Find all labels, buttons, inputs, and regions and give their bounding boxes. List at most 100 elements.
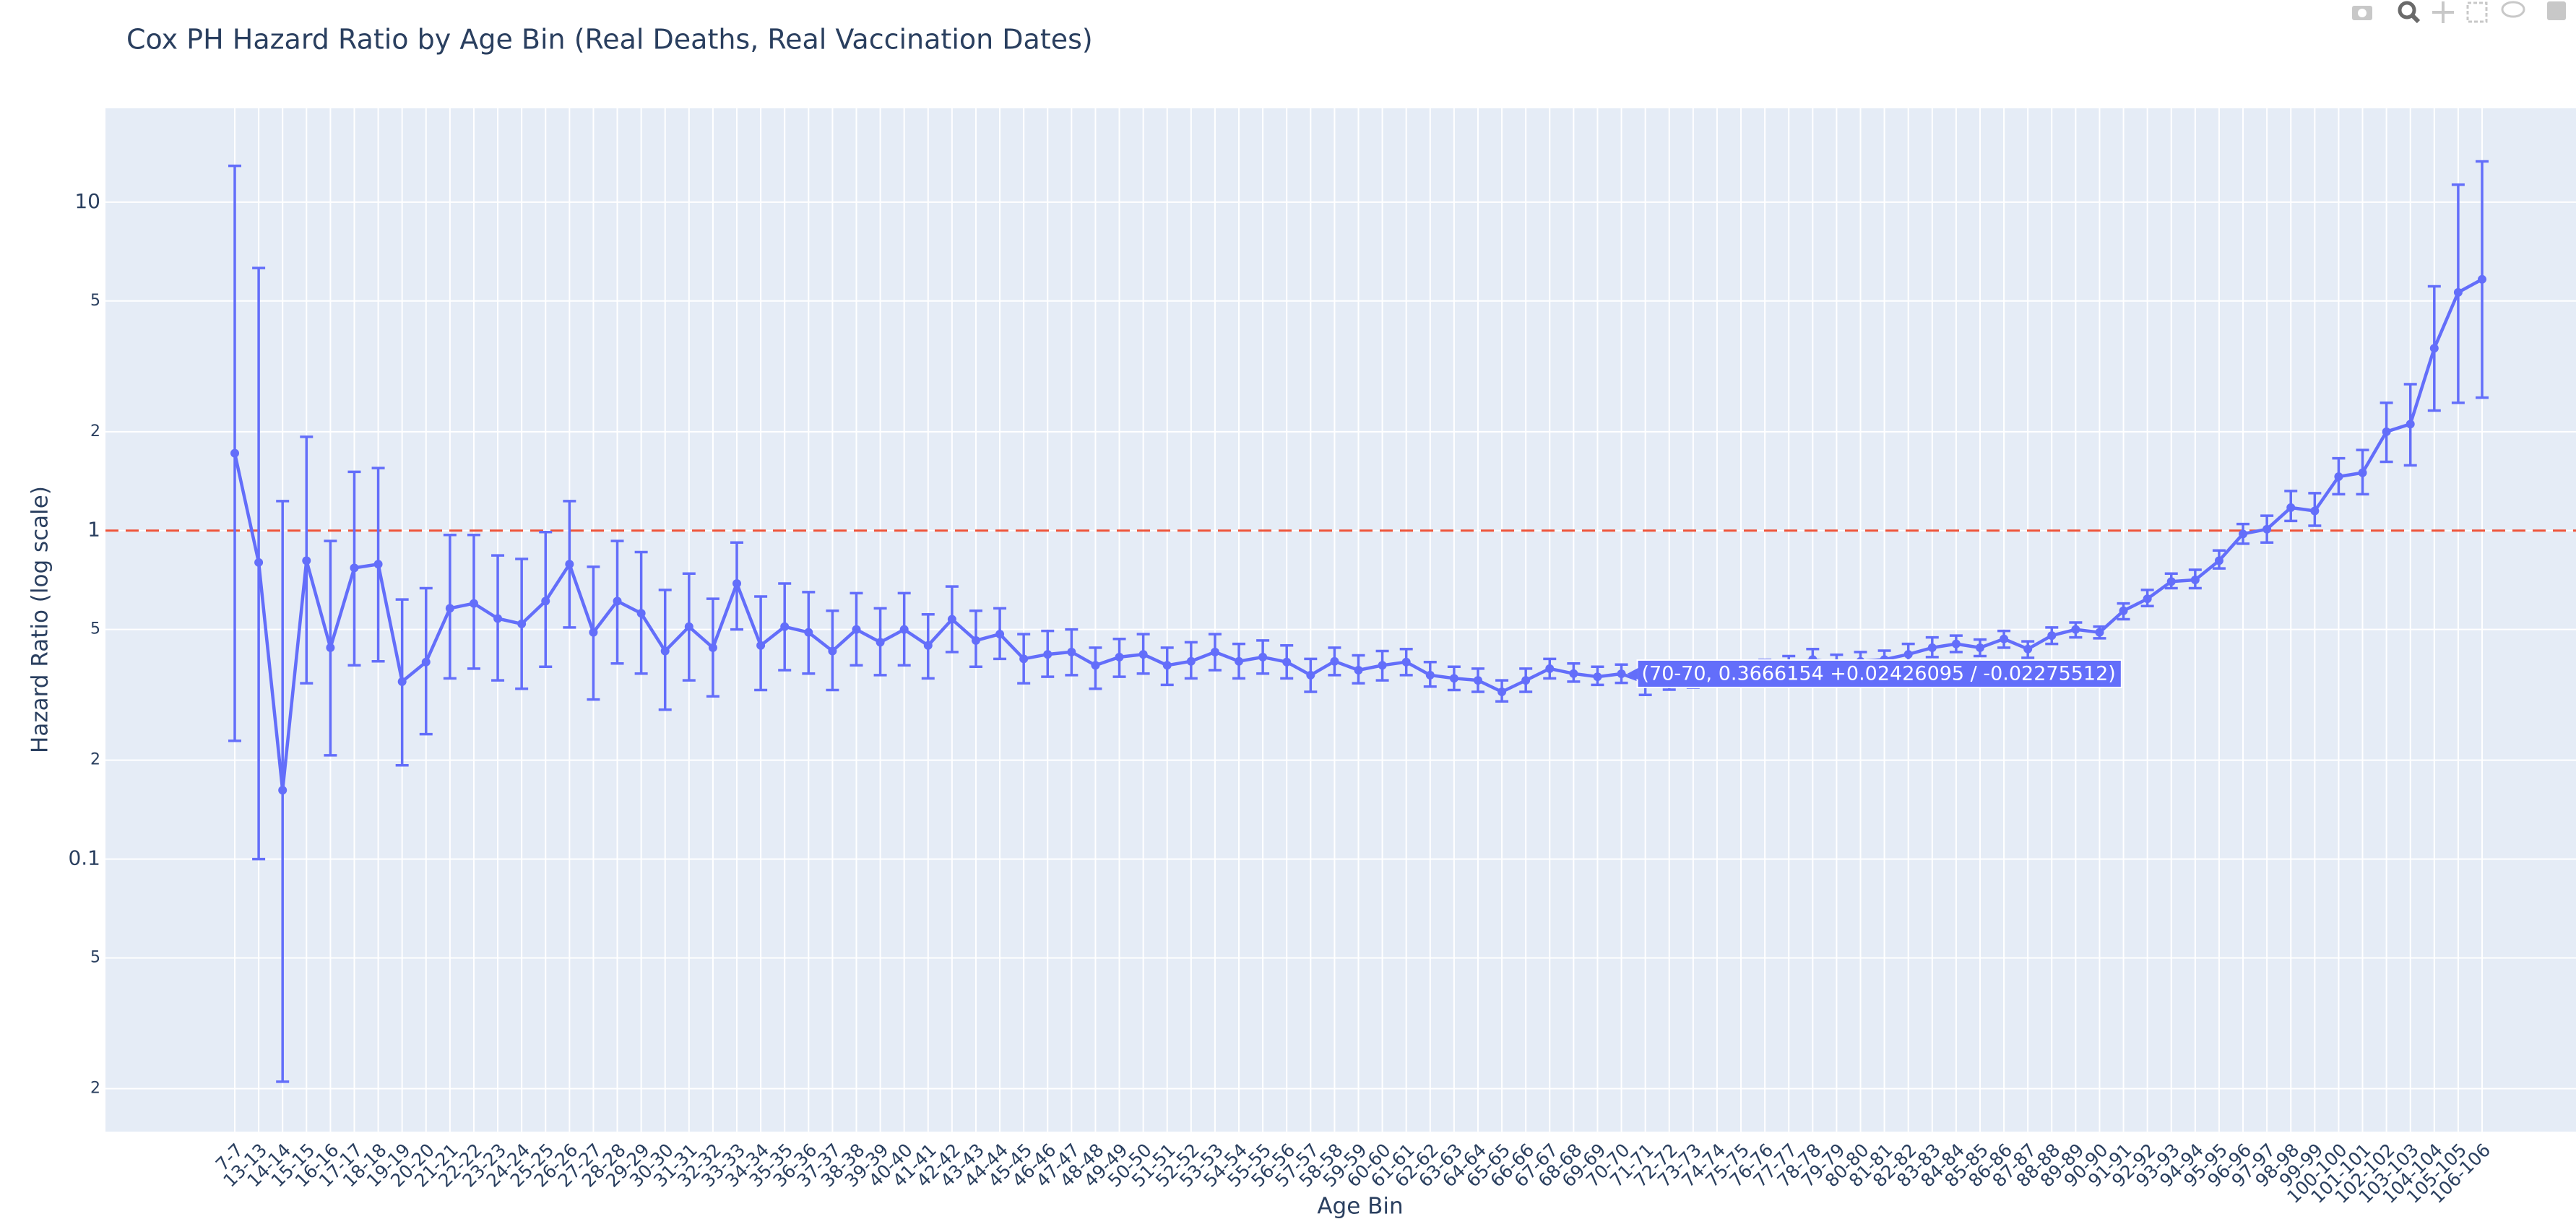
data-point [1545,664,1555,673]
data-point [469,599,478,608]
data-point [2214,556,2223,565]
plot-background [105,108,2576,1132]
chart-title: Cox PH Hazard Ratio by Age Bin (Real Dea… [126,24,1093,56]
camera-lens[interactable] [2358,9,2367,17]
data-point [2095,628,2104,637]
data-point [589,628,598,637]
zoom-button[interactable] [2398,1,2421,24]
data-point [1521,676,1531,685]
data-point [2453,287,2463,297]
camera-button[interactable] [2352,6,2372,20]
data-point [2166,577,2176,586]
y-tick-label: 2 [90,751,100,769]
data-point [2000,634,2009,643]
data-point [517,619,527,628]
data-point [2239,529,2248,539]
data-point [2071,625,2080,634]
data-point [1903,650,1913,659]
data-point [1235,656,1244,666]
hover-label: (70-70, 0.3666154 +0.02426095 / -0.02275… [1627,659,2122,688]
data-point [2119,606,2128,615]
y-tick-label: 5 [90,620,100,638]
data-point [756,641,766,650]
data-point [2334,472,2343,481]
data-point [2286,503,2296,512]
data-point [1258,652,1268,661]
data-point [1282,657,1292,667]
data-point [1927,643,1937,652]
pan-button[interactable] [2432,1,2454,23]
data-point [780,622,790,631]
data-point [421,657,431,667]
data-point [1115,652,1124,661]
data-point [1306,670,1315,680]
data-point [1138,650,1148,659]
data-point [684,622,693,631]
data-point [1210,647,1219,656]
data-point [350,563,359,573]
data-point [660,646,670,656]
data-point [2262,524,2272,534]
data-point [2190,575,2200,584]
data-point [1425,670,1435,680]
data-point [1186,656,1196,666]
data-point [302,556,311,565]
data-point [1951,639,1961,648]
data-point [828,646,837,656]
data-point [2310,506,2320,516]
data-point [1975,643,1984,652]
data-point [278,786,288,795]
marks [105,160,2576,1083]
data-point [2023,644,2033,654]
data-point [1497,687,1507,696]
data-point [373,560,383,569]
data-point [1043,650,1053,659]
data-point [326,643,335,652]
data-point [1473,676,1482,685]
y-tick-label: 2 [90,1080,100,1098]
zoom-icon[interactable] [2398,1,2416,19]
data-point [613,597,622,606]
y-tick-label: 10 [74,189,100,213]
modebar [2352,1,2566,24]
data-point [1401,657,1411,667]
data-point [2429,344,2439,353]
data-point [541,597,550,606]
data-point [971,635,980,645]
data-point [2358,468,2367,477]
data-point [397,677,407,686]
data-point [2406,420,2415,429]
data-point [1354,665,1363,674]
y-tick-label: 1 [87,518,100,542]
data-point [1019,654,1029,664]
y-tick-label: 5 [90,949,100,967]
data-point [995,630,1005,639]
data-point [1330,656,1339,666]
data-point [2143,594,2152,604]
data-point [445,604,454,613]
data-point [254,558,264,567]
y-axis-title: Hazard Ratio (log scale) [27,486,53,753]
data-point [1378,661,1387,670]
box-select-icon[interactable] [2466,1,2488,23]
data-point [2382,427,2391,436]
data-point [493,614,503,623]
data-point [708,643,717,652]
lasso-icon[interactable] [2501,1,2525,18]
y-tick-label: 2 [90,422,100,441]
data-point [804,628,813,637]
pan-icon[interactable] [2432,1,2454,23]
data-point [947,615,956,624]
data-point [1593,672,1602,682]
zoom-handle[interactable] [2410,13,2421,24]
autoscale-icon[interactable] [2547,1,2566,20]
hover-pointer [1627,667,1638,680]
hover-text: (70-70, 0.3666154 +0.02426095 / -0.02275… [1642,662,2116,685]
data-point [2478,274,2486,284]
x-axis-title: Age Bin [1317,1194,1403,1219]
data-point [2047,631,2057,641]
y-tick-label: 0.1 [68,846,100,870]
data-point [565,560,574,569]
data-point [899,625,909,634]
